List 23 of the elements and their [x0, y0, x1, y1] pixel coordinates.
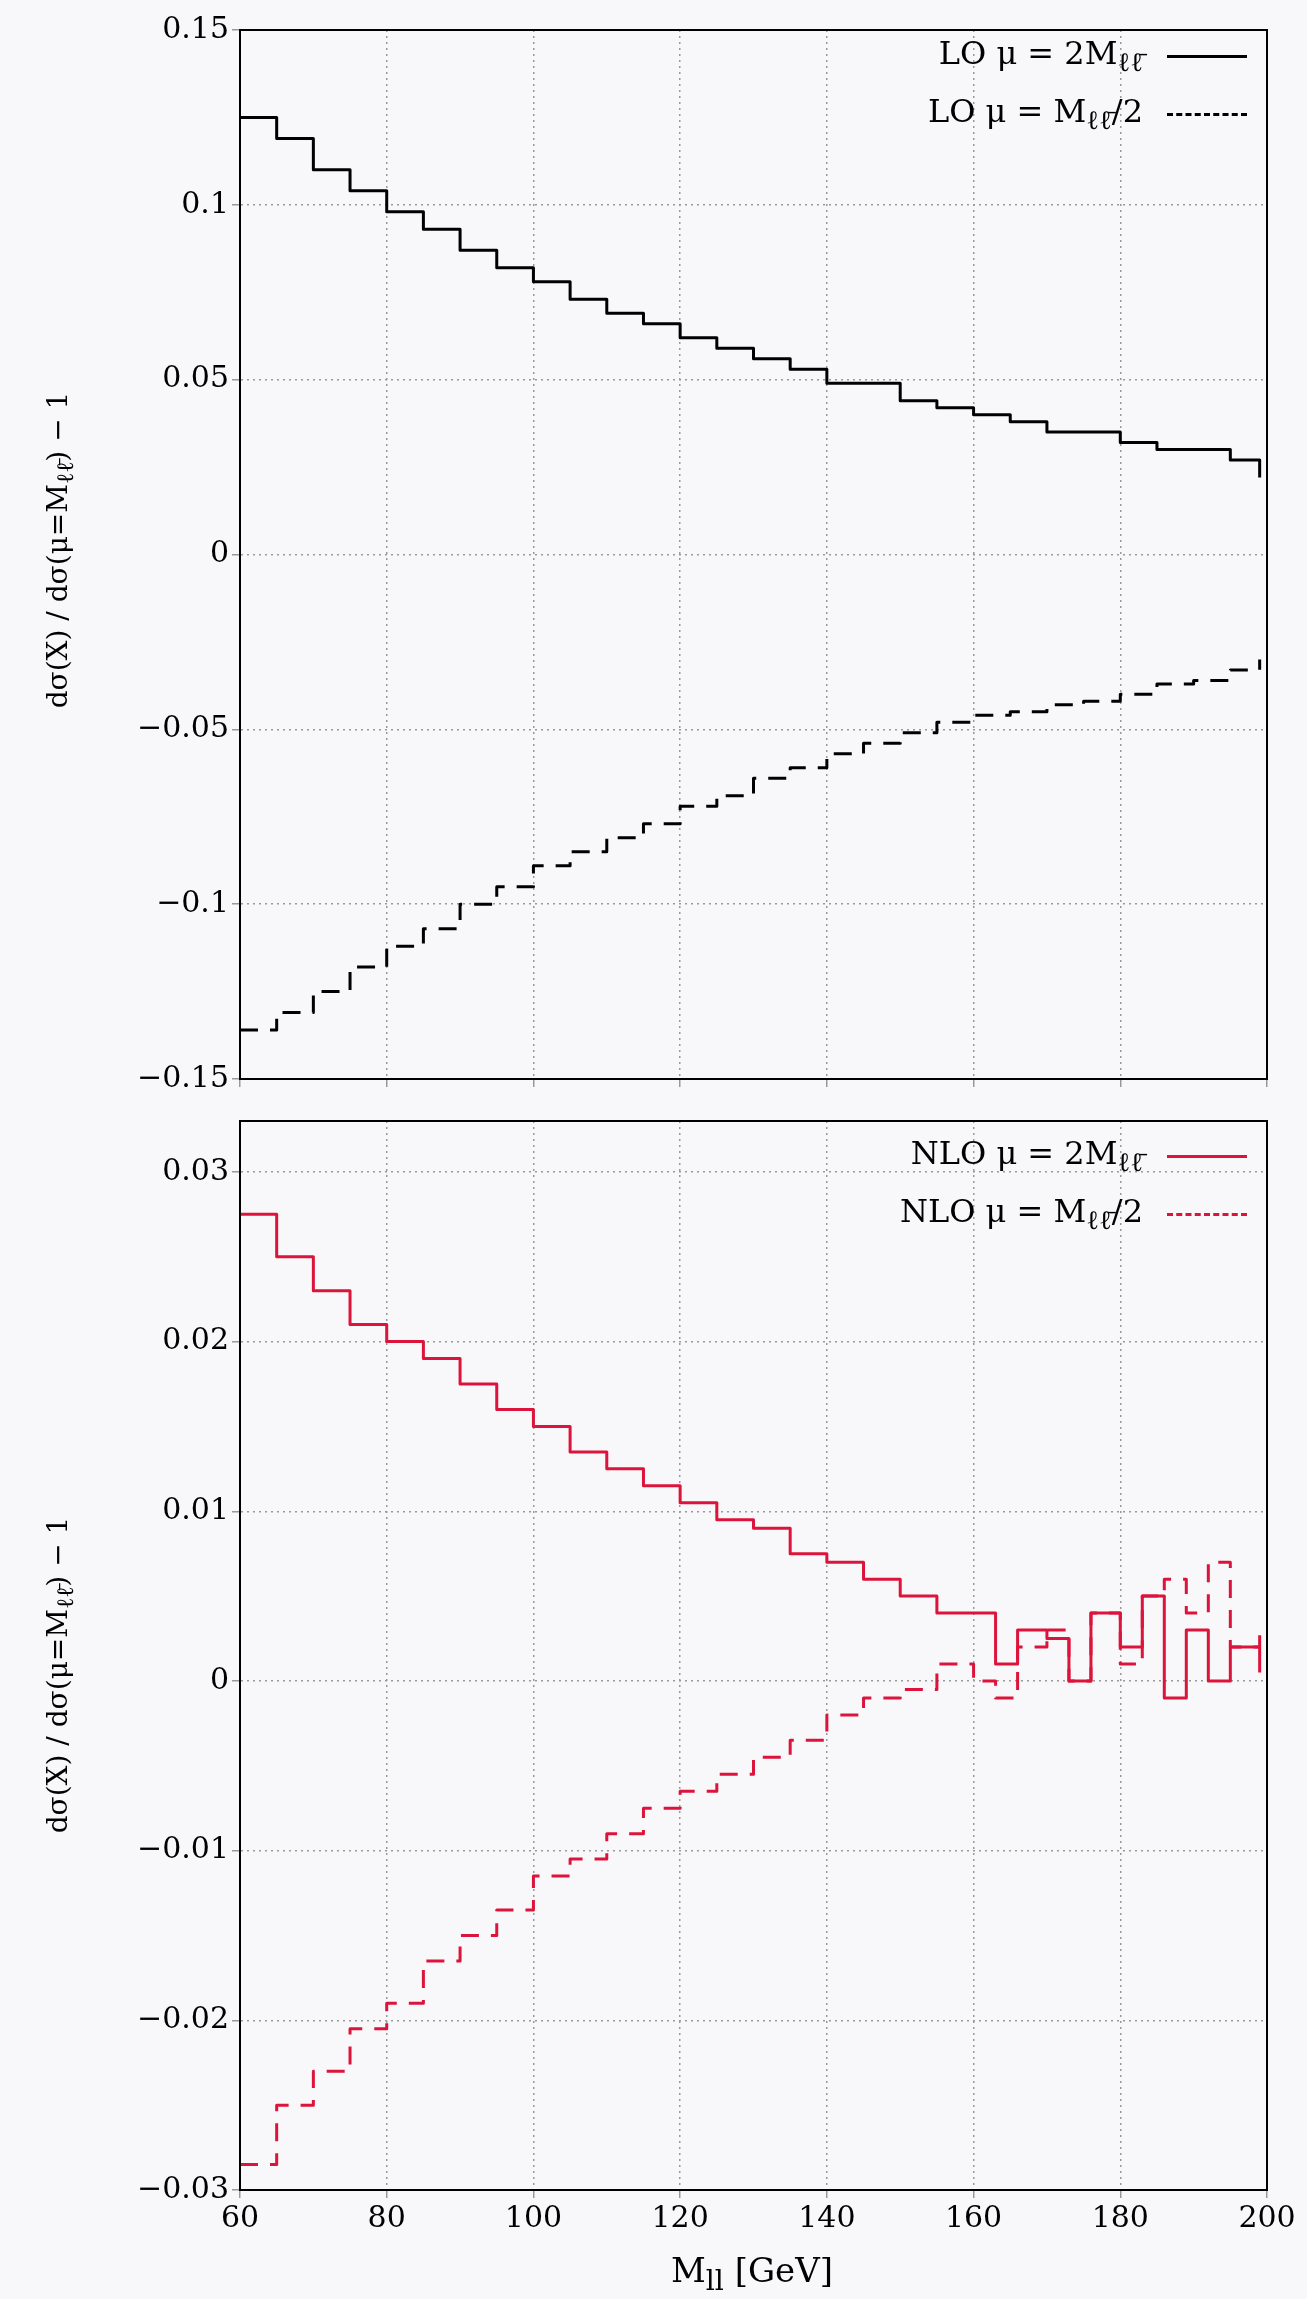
y-tick-label: −0.1 — [156, 883, 229, 919]
x-tick-label: 140 — [798, 2198, 856, 2234]
y-tick-label: 0.1 — [181, 184, 229, 220]
y-tick-label: −0.15 — [137, 1058, 229, 1094]
y-tick-label: −0.05 — [137, 709, 229, 745]
y-tick-label: 0.05 — [162, 359, 229, 395]
legend-label: NLO μ = M$_{ℓℓ̄}$/2 — [899, 1192, 1143, 1237]
y-tick-label: 0 — [209, 1660, 229, 1696]
x-tick-label: 160 — [944, 2198, 1003, 2234]
y-tick-label: 0.02 — [162, 1321, 229, 1357]
x-tick-label: 200 — [1238, 2198, 1296, 2234]
legend-label: LO μ = M$_{ℓℓ̄}$/2 — [927, 92, 1143, 137]
x-tick-label: 100 — [504, 2198, 563, 2234]
y-tick-label: 0.03 — [162, 1151, 229, 1187]
x-tick-label: 120 — [651, 2198, 709, 2234]
y-tick-label: 0 — [209, 534, 229, 570]
y-tick-label: 0.01 — [162, 1491, 229, 1527]
x-tick-label: 80 — [367, 2198, 406, 2234]
y-tick-label: −0.02 — [137, 2000, 229, 2036]
y-tick-label: 0.15 — [162, 9, 229, 45]
x-tick-label: 180 — [1091, 2198, 1149, 2234]
x-axis-title: M$_{ll}$ [GeV] — [669, 2250, 835, 2297]
y-tick-label: −0.01 — [137, 1830, 229, 1866]
